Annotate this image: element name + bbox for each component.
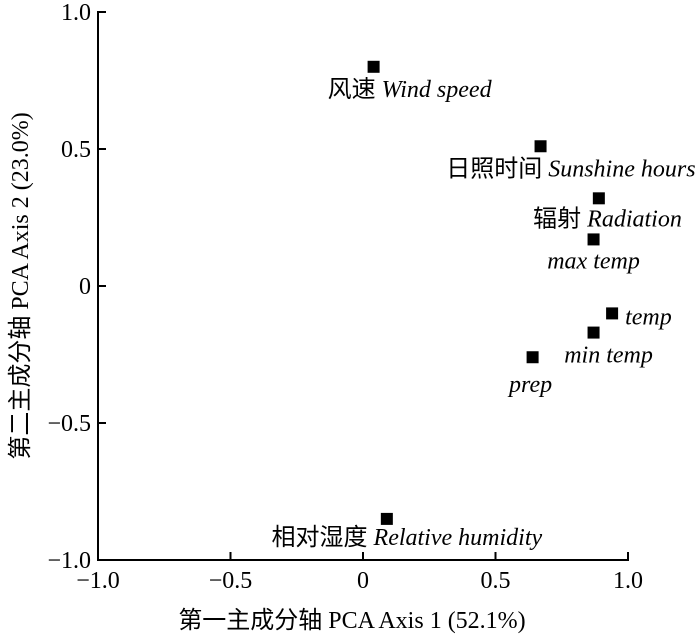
- point-label: min temp: [564, 343, 653, 369]
- point-label: 日照时间 Sunshine hours: [446, 155, 695, 182]
- x-tick-label: −0.5: [209, 568, 253, 594]
- point-label-zh: 风速: [328, 76, 376, 103]
- tick-marks: [97, 11, 629, 561]
- data-point-marker: [380, 512, 393, 525]
- data-point-marker: [592, 192, 605, 205]
- data-point-marker: [587, 326, 600, 339]
- x-tick-label: 1.0: [613, 568, 643, 594]
- x-axis-title: 第一主成分轴 PCA Axis 1 (52.1%): [178, 607, 525, 634]
- y-tick-label: −1.0: [47, 548, 91, 574]
- point-label-en: min temp: [564, 343, 653, 369]
- y-axis-title: 第二主成分轴 PCA Axis 2 (23.0%): [7, 112, 34, 459]
- point-label-en: Relative humidity: [373, 525, 543, 551]
- y-tick-label: −0.5: [47, 411, 91, 437]
- x-tick-label: 0.5: [481, 568, 511, 594]
- y-tick-label: 1.0: [61, 0, 91, 26]
- point-label: max temp: [547, 248, 640, 274]
- data-points: [367, 60, 619, 525]
- point-label-en: Radiation: [586, 206, 682, 232]
- point-label-zh: 相对湿度: [272, 524, 368, 551]
- data-point-marker: [587, 233, 600, 246]
- point-labels: 风速 Wind speed 日照时间 Sunshine hours 辐射 Radia…: [272, 76, 696, 551]
- point-label-en: prep: [507, 372, 552, 398]
- point-label-en: Wind speed: [382, 77, 493, 103]
- point-label-en: temp: [625, 304, 672, 330]
- x-tick-label: −1.0: [76, 568, 120, 594]
- point-label: temp: [625, 304, 672, 330]
- point-label-zh: 辐射: [533, 205, 581, 232]
- data-point-marker: [526, 351, 539, 364]
- point-label: 辐射 Radiation: [533, 205, 682, 232]
- point-label: 风速 Wind speed: [328, 76, 493, 103]
- y-tick-label: 0.5: [61, 137, 91, 163]
- x-tick-label: 0: [357, 568, 369, 594]
- point-label: 相对湿度 Relative humidity: [272, 524, 543, 551]
- y-tick-label: 0: [79, 274, 91, 300]
- tick-labels: −1.0 −0.5 0 0.5 1.0 −1.0 −0.5 0 0.5 1.0: [47, 0, 643, 594]
- point-label-en: max temp: [547, 248, 640, 274]
- data-point-marker: [534, 140, 547, 153]
- data-point-marker: [367, 60, 380, 73]
- point-label-zh: 日照时间: [446, 155, 542, 182]
- data-point-marker: [606, 307, 619, 320]
- point-label-en: Sunshine hours: [548, 156, 695, 182]
- point-label: prep: [507, 372, 552, 398]
